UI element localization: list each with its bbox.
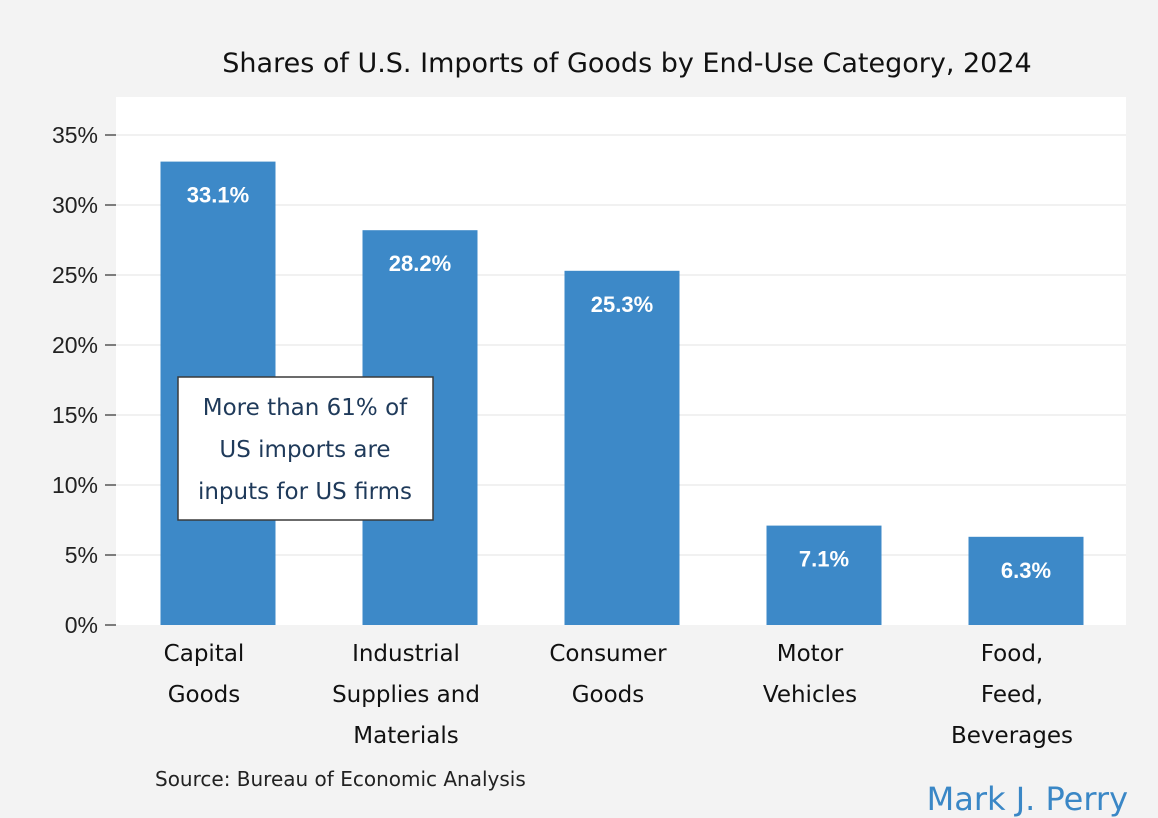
x-category-label: Consumer bbox=[549, 641, 667, 667]
author-credit: Mark J. Perry bbox=[927, 780, 1128, 818]
y-tick-label: 25% bbox=[52, 262, 98, 288]
y-tick-label: 0% bbox=[65, 612, 98, 638]
annotation-line: inputs for US firms bbox=[198, 479, 412, 505]
x-category-label: Vehicles bbox=[763, 682, 857, 708]
y-tick-label: 35% bbox=[52, 122, 98, 148]
x-category-label: Goods bbox=[168, 682, 241, 708]
x-category-label: Goods bbox=[572, 682, 645, 708]
bar bbox=[564, 270, 680, 625]
x-category-label: Materials bbox=[353, 723, 458, 749]
annotation-frame bbox=[177, 376, 434, 521]
annotation-box: More than 61% of US imports are inputs f… bbox=[177, 376, 434, 521]
bar bbox=[766, 525, 882, 625]
y-tick-label: 20% bbox=[52, 332, 98, 358]
x-axis-labels: Capital Goods Industrial Supplies and Materi… bbox=[164, 641, 1073, 749]
y-tick-label: 15% bbox=[52, 402, 98, 428]
x-category-label: Feed, bbox=[981, 682, 1043, 708]
x-category-label: Motor bbox=[777, 641, 844, 667]
annotation-line: US imports are bbox=[219, 437, 390, 463]
bar-value-label: 25.3% bbox=[591, 292, 653, 317]
annotation-line: More than 61% of bbox=[203, 395, 408, 421]
source-note: Source: Bureau of Economic Analysis bbox=[155, 767, 526, 791]
chart-title: Shares of U.S. Imports of Goods by End-U… bbox=[222, 48, 1031, 79]
y-tick-label: 30% bbox=[52, 192, 98, 218]
bar-value-label: 6.3% bbox=[1001, 558, 1051, 583]
x-category-label: Industrial bbox=[352, 641, 460, 667]
bar-value-label: 28.2% bbox=[389, 251, 451, 276]
y-axis: 0% 5% 10% 15% 20% 25% 30% 35% bbox=[52, 122, 116, 638]
x-category-label: Beverages bbox=[951, 723, 1073, 749]
bar-value-label: 7.1% bbox=[799, 547, 849, 572]
x-category-label: Food, bbox=[981, 641, 1043, 667]
bar bbox=[968, 536, 1084, 625]
y-tick-label: 5% bbox=[65, 542, 98, 568]
x-category-label: Capital bbox=[164, 641, 245, 667]
bar-value-label: 33.1% bbox=[187, 183, 249, 208]
y-tick-label: 10% bbox=[52, 472, 98, 498]
x-category-label: Supplies and bbox=[332, 682, 480, 708]
